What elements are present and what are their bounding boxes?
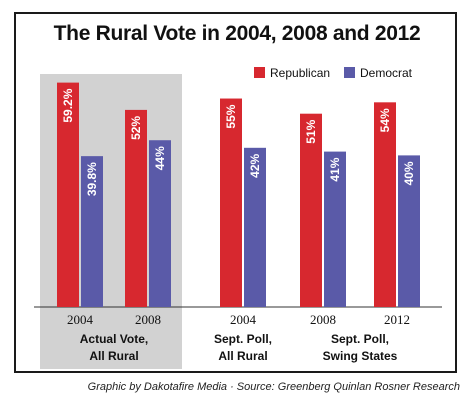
bar-democrat (398, 155, 420, 307)
legend-label-republican: Republican (270, 66, 330, 80)
data-label: 41% (328, 157, 342, 181)
data-label: 51% (304, 119, 318, 143)
bar-republican (57, 82, 79, 307)
bar-republican (125, 109, 147, 307)
legend-swatch-republican (254, 67, 265, 78)
bar-republican (220, 98, 242, 307)
data-label: 44% (153, 146, 167, 170)
legend-label-democrat: Democrat (360, 66, 413, 80)
group-label: Sept. Poll, (214, 332, 272, 346)
bar-democrat (149, 140, 171, 307)
data-label: 55% (224, 104, 238, 128)
group-label: Swing States (323, 349, 398, 363)
group-label: All Rural (218, 349, 267, 363)
bar-democrat (324, 151, 346, 307)
bar-democrat (81, 156, 103, 307)
data-label: 59.2% (61, 88, 75, 122)
bar-republican (300, 113, 322, 308)
bar-republican (374, 102, 396, 308)
category-label: 2012 (384, 312, 410, 327)
chart-title: The Rural Vote in 2004, 2008 and 2012 (53, 22, 421, 45)
group-label: Sept. Poll, (331, 332, 389, 346)
data-label: 52% (129, 116, 143, 140)
group-label: Actual Vote, (80, 332, 148, 346)
data-label: 39.8% (85, 162, 99, 196)
category-label: 2008 (310, 312, 336, 327)
category-label: 2004 (230, 312, 257, 327)
legend-swatch-democrat (344, 67, 355, 78)
category-label: 2008 (135, 312, 161, 327)
data-label: 54% (378, 108, 392, 132)
bar-democrat (244, 147, 266, 307)
data-label: 42% (248, 153, 262, 177)
shaded-band-label-area (40, 307, 182, 369)
data-label: 40% (402, 161, 416, 185)
category-label: 2004 (67, 312, 94, 327)
group-label: All Rural (89, 349, 138, 363)
credit-line: Graphic by Dakotafire Media · Source: Gr… (87, 381, 460, 393)
